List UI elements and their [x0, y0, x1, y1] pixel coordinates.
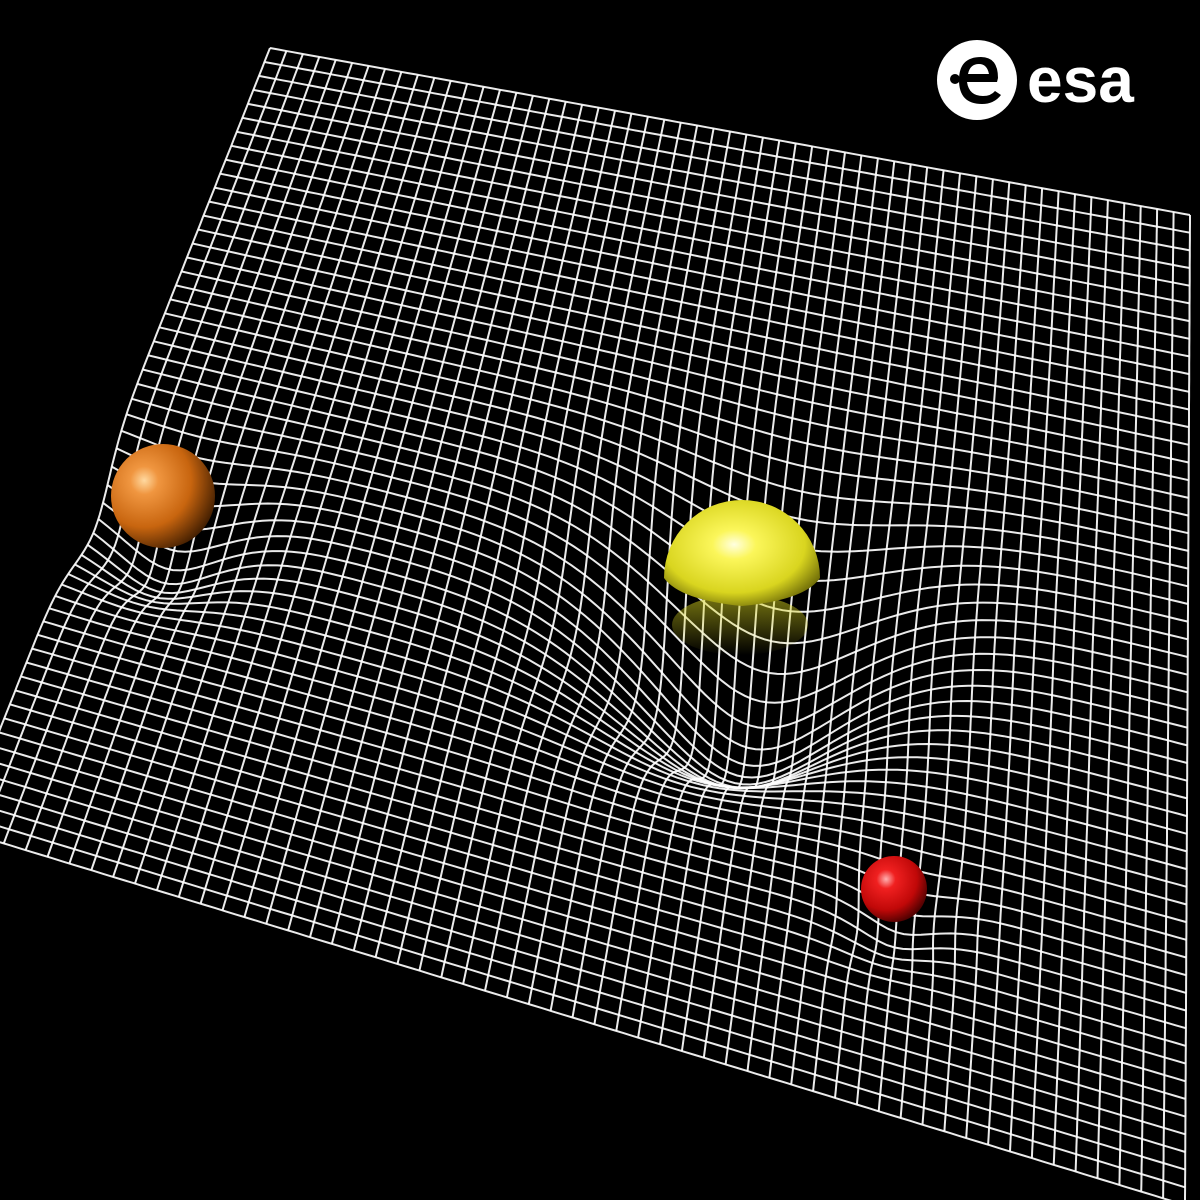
grid-line [943, 182, 1011, 1132]
grid-line [418, 110, 616, 971]
grid-line [834, 167, 929, 1099]
grid-line [31, 647, 1187, 977]
grid-line [43, 620, 1187, 941]
grid-line [74, 563, 1188, 853]
grid-line [0, 794, 1186, 1153]
grid-line [37, 633, 1187, 959]
grid-line [0, 809, 1186, 1171]
grid-line [92, 532, 1188, 800]
grid-line [462, 116, 649, 985]
grid-line [593, 134, 748, 1025]
grid-line [142, 368, 1189, 623]
grid-line [54, 594, 1187, 906]
grid-line [0, 731, 1186, 1083]
grid-line [659, 143, 797, 1045]
grid-line [1096, 203, 1126, 1179]
grid-line [1009, 191, 1060, 1152]
grid-line [0, 762, 1186, 1118]
esa-logo-e-shape [959, 57, 1001, 104]
esa-logo-text: esa [1027, 44, 1134, 116]
grid-line [724, 152, 846, 1065]
grid-line [15, 689, 1187, 1030]
grid-line [768, 158, 879, 1078]
yellow-star-well-glow [672, 595, 808, 655]
grid-line [1052, 197, 1093, 1165]
grid-line [87, 543, 1188, 818]
grid-line [4, 717, 1186, 1065]
grid-line [61, 583, 1187, 888]
grid-line [0, 778, 1186, 1136]
grid-line [790, 161, 896, 1085]
grid-line [67, 573, 1187, 871]
grid-line [26, 661, 1187, 994]
yellow-star [664, 500, 820, 606]
grid-line [1162, 211, 1175, 1199]
grid-line [921, 179, 994, 1125]
grid-line [330, 98, 551, 945]
grid-line [1074, 200, 1109, 1172]
grid-line [702, 149, 830, 1058]
grid-line [1118, 206, 1142, 1185]
esa-logo-dot [950, 74, 960, 84]
grid-line [615, 137, 764, 1032]
grid-line [9, 703, 1187, 1047]
grid-line [0, 747, 1186, 1100]
grid-line [48, 607, 1187, 924]
grid-line [111, 465, 1188, 767]
grid-line [746, 155, 863, 1072]
grid-line [0, 825, 1186, 1189]
grid-line [1030, 194, 1076, 1159]
grid-line [20, 675, 1187, 1012]
grid-line [855, 170, 945, 1105]
grid-line [1184, 215, 1191, 1200]
grid-line [106, 484, 1188, 779]
grid-line [102, 502, 1188, 786]
grid-line [1140, 208, 1159, 1192]
grid-line [680, 146, 814, 1052]
grid-line [116, 447, 1188, 751]
esa-logo: esa [937, 40, 1134, 120]
spacetime-grid [0, 47, 1191, 1200]
grid-line [637, 140, 781, 1038]
grid-line [987, 188, 1044, 1145]
red-planet [861, 856, 927, 922]
grid-line [352, 101, 567, 951]
grid-line [965, 185, 1027, 1139]
grid-line [877, 173, 961, 1112]
grid-line [175, 284, 1189, 517]
bodies [111, 444, 927, 922]
grid-line [812, 164, 912, 1092]
grid-line [0, 841, 1172, 1200]
grid-line [899, 176, 978, 1118]
grid-line [97, 518, 1188, 789]
grid-line [80, 554, 1188, 835]
orange-planet [111, 444, 215, 548]
